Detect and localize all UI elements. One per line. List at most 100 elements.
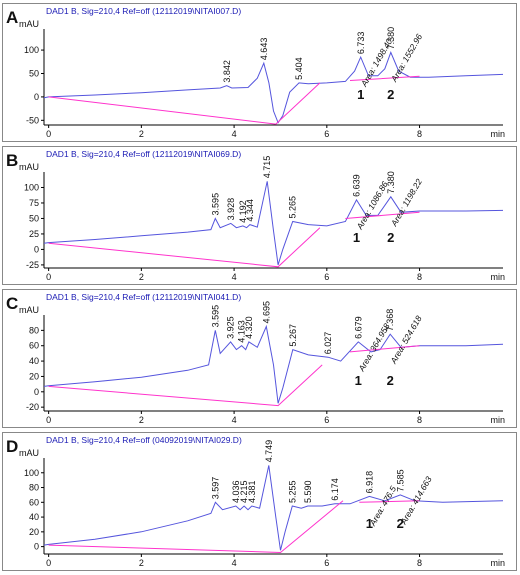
panel-letter: C bbox=[6, 294, 18, 313]
peak-time-label: 4.344 bbox=[245, 199, 255, 222]
y-tick-label: 60 bbox=[29, 497, 39, 507]
peak-time-label: 3.597 bbox=[210, 477, 220, 500]
y-axis-unit: mAU bbox=[19, 162, 39, 172]
peak-time-label: 3.928 bbox=[226, 198, 236, 221]
compound-label: 1 bbox=[353, 230, 360, 245]
peak-time-label: 4.163 bbox=[237, 320, 247, 343]
x-tick-label: 2 bbox=[139, 272, 144, 282]
y-tick-label: 25 bbox=[29, 229, 39, 239]
panel-frame bbox=[2, 146, 517, 285]
panel-header: DAD1 B, Sig=210,4 Ref=off (12112019\NITA… bbox=[46, 292, 241, 302]
y-axis-unit: mAU bbox=[19, 448, 39, 458]
peak-time-label: 4.192 bbox=[238, 200, 248, 223]
panel-header: DAD1 B, Sig=210,4 Ref=off (12112019\NITA… bbox=[46, 6, 241, 16]
peak-time-label: 5.590 bbox=[303, 480, 313, 503]
x-tick-label: 4 bbox=[232, 415, 237, 425]
x-tick-label: 6 bbox=[324, 415, 329, 425]
x-tick-label: 8 bbox=[417, 129, 422, 139]
peak-time-label: 6.639 bbox=[351, 174, 361, 197]
compound-label: 2 bbox=[397, 516, 404, 531]
peak-time-label: 3.925 bbox=[226, 316, 236, 339]
y-tick-label: 0 bbox=[34, 387, 39, 397]
x-tick-label: 0 bbox=[46, 558, 51, 568]
peak-time-label: 3.595 bbox=[210, 305, 220, 328]
peak-time-label: 4.643 bbox=[259, 38, 269, 61]
signal-trace bbox=[43, 51, 504, 124]
integration-baseline bbox=[48, 75, 420, 125]
signal-trace bbox=[43, 465, 504, 551]
y-tick-label: 100 bbox=[24, 468, 39, 478]
panel-letter: D bbox=[6, 437, 18, 456]
y-tick-label: 0 bbox=[34, 542, 39, 552]
peak-time-label: 4.749 bbox=[264, 440, 274, 463]
x-tick-label: 8 bbox=[417, 272, 422, 282]
peak-time-label: 6.918 bbox=[364, 471, 374, 494]
integration-baseline bbox=[48, 211, 420, 268]
x-tick-label: 0 bbox=[46, 415, 51, 425]
integration-baseline bbox=[48, 345, 420, 407]
y-tick-label: 50 bbox=[29, 213, 39, 223]
y-tick-label: 40 bbox=[29, 512, 39, 522]
y-tick-label: -25 bbox=[26, 260, 39, 270]
peak-time-label: 4.320 bbox=[244, 316, 254, 339]
y-tick-label: 60 bbox=[29, 341, 39, 351]
integration-baseline bbox=[48, 500, 420, 554]
peak-time-label: 3.842 bbox=[222, 60, 232, 83]
peak-time-label: 6.679 bbox=[353, 316, 363, 339]
panel-letter: A bbox=[6, 8, 18, 27]
panel-letter: B bbox=[6, 151, 18, 170]
compound-label: 1 bbox=[357, 87, 364, 102]
x-tick-label: 6 bbox=[324, 558, 329, 568]
peak-time-label: 4.695 bbox=[261, 301, 271, 324]
x-tick-label: 4 bbox=[232, 129, 237, 139]
y-tick-label: 80 bbox=[29, 483, 39, 493]
peak-time-label: 7.380 bbox=[386, 27, 396, 50]
panel-frame bbox=[2, 432, 517, 571]
x-tick-label: 2 bbox=[139, 129, 144, 139]
y-axis-unit: mAU bbox=[19, 305, 39, 315]
x-tick-label: 8 bbox=[417, 558, 422, 568]
y-tick-label: 100 bbox=[24, 182, 39, 192]
signal-trace bbox=[43, 181, 504, 266]
peak-time-label: 3.595 bbox=[210, 193, 220, 216]
y-tick-label: 80 bbox=[29, 325, 39, 335]
y-tick-label: 50 bbox=[29, 68, 39, 78]
y-axis-unit: mAU bbox=[19, 19, 39, 29]
y-tick-label: 0 bbox=[34, 244, 39, 254]
peak-time-label: 5.404 bbox=[294, 57, 304, 80]
peak-time-label: 7.368 bbox=[385, 309, 395, 332]
x-tick-label: 0 bbox=[46, 272, 51, 282]
y-tick-label: 100 bbox=[24, 45, 39, 55]
x-axis-unit: min bbox=[490, 272, 505, 282]
compound-label: 2 bbox=[387, 87, 394, 102]
x-axis-unit: min bbox=[490, 558, 505, 568]
x-tick-label: 4 bbox=[232, 272, 237, 282]
y-tick-label: 20 bbox=[29, 527, 39, 537]
peak-time-label: 5.265 bbox=[288, 196, 298, 219]
x-axis-unit: min bbox=[490, 415, 505, 425]
x-tick-label: 8 bbox=[417, 415, 422, 425]
compound-label: 2 bbox=[387, 230, 394, 245]
x-tick-label: 2 bbox=[139, 415, 144, 425]
x-axis-unit: min bbox=[490, 129, 505, 139]
y-tick-label: 40 bbox=[29, 356, 39, 366]
peak-time-label: 5.255 bbox=[287, 480, 297, 503]
peak-time-label: 4.215 bbox=[239, 480, 249, 503]
peak-time-label: 4.381 bbox=[247, 480, 257, 503]
compound-label: 1 bbox=[355, 373, 362, 388]
x-tick-label: 0 bbox=[46, 129, 51, 139]
peak-time-label: 4.036 bbox=[231, 480, 241, 503]
x-tick-label: 6 bbox=[324, 129, 329, 139]
y-tick-label: 20 bbox=[29, 371, 39, 381]
y-tick-label: 0 bbox=[34, 92, 39, 102]
peak-time-label: 7.585 bbox=[395, 469, 405, 492]
x-tick-label: 4 bbox=[232, 558, 237, 568]
peak-time-label: 6.027 bbox=[323, 332, 333, 355]
y-tick-label: -50 bbox=[26, 115, 39, 125]
x-tick-label: 6 bbox=[324, 272, 329, 282]
peak-time-label: 5.267 bbox=[288, 324, 298, 347]
y-tick-label: 75 bbox=[29, 198, 39, 208]
peak-time-label: 6.733 bbox=[356, 32, 366, 55]
x-tick-label: 2 bbox=[139, 558, 144, 568]
